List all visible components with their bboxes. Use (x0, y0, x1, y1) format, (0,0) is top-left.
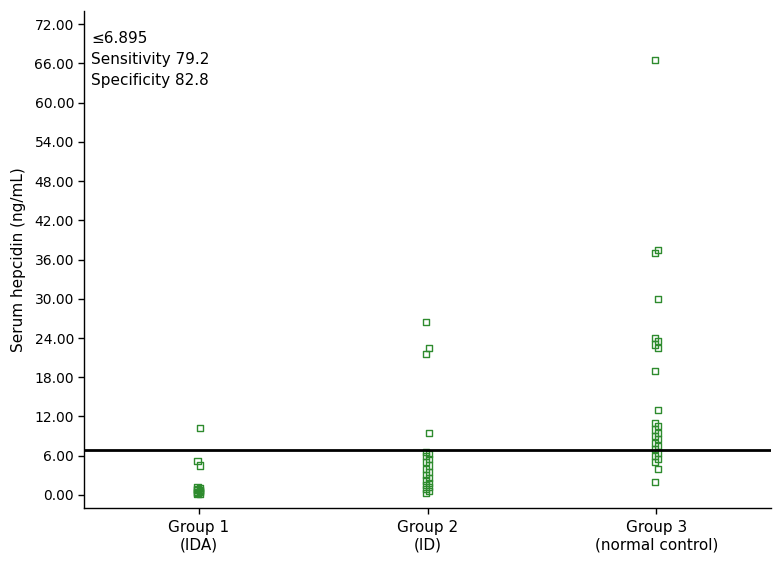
Point (194, 487, 206, 496)
Point (649, 451, 662, 460)
Point (423, 449, 436, 458)
Point (420, 476, 432, 485)
Point (423, 479, 436, 488)
Point (651, 294, 664, 303)
Point (649, 418, 662, 428)
Point (649, 431, 662, 440)
Point (651, 435, 664, 444)
Point (423, 468, 436, 477)
Point (651, 343, 664, 352)
Point (649, 438, 662, 447)
Point (423, 473, 436, 482)
Point (192, 490, 204, 499)
Point (423, 483, 436, 492)
Point (423, 455, 436, 464)
Point (651, 455, 664, 464)
Point (420, 484, 432, 494)
Point (192, 483, 204, 492)
Point (651, 245, 664, 254)
Point (649, 425, 662, 434)
Point (651, 337, 664, 346)
Point (420, 350, 432, 359)
Point (651, 448, 664, 457)
Point (651, 442, 664, 451)
Point (649, 366, 662, 375)
Point (194, 424, 206, 433)
Point (423, 428, 436, 437)
Point (194, 461, 206, 470)
Y-axis label: Serum hepcidin (ng/mL): Serum hepcidin (ng/mL) (11, 167, 26, 352)
Point (420, 447, 432, 456)
Point (194, 489, 206, 498)
Point (192, 487, 204, 496)
Point (420, 458, 432, 467)
Point (192, 456, 204, 465)
Point (192, 484, 204, 494)
Point (649, 333, 662, 342)
Point (649, 56, 662, 65)
Point (420, 471, 432, 480)
Point (194, 488, 206, 497)
Point (651, 428, 664, 437)
Point (649, 477, 662, 486)
Point (420, 464, 432, 473)
Point (651, 422, 664, 431)
Point (649, 444, 662, 453)
Point (192, 486, 204, 495)
Point (649, 458, 662, 467)
Point (194, 484, 206, 493)
Point (651, 464, 664, 473)
Point (192, 488, 204, 497)
Point (423, 461, 436, 470)
Point (423, 343, 436, 352)
Point (420, 317, 432, 326)
Point (649, 249, 662, 258)
Point (194, 485, 206, 494)
Point (420, 451, 432, 460)
Point (649, 340, 662, 349)
Point (420, 488, 432, 497)
Point (423, 487, 436, 496)
Text: ≤6.895
Sensitivity 79.2
Specificity 82.8: ≤6.895 Sensitivity 79.2 Specificity 82.8 (91, 30, 210, 88)
Point (420, 481, 432, 490)
Point (651, 406, 664, 415)
